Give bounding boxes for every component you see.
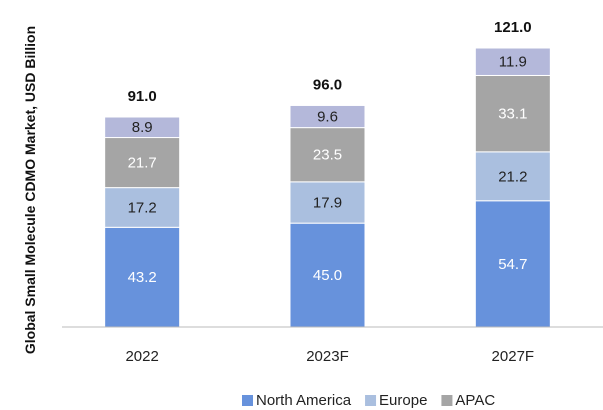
total-label: 121.0 <box>494 19 532 36</box>
legend-swatch <box>441 395 453 406</box>
data-label: 21.2 <box>498 168 527 185</box>
data-label: 45.0 <box>313 267 342 284</box>
data-label: 54.7 <box>498 256 527 273</box>
x-tick-label: 2023F <box>306 348 349 365</box>
bar-segment <box>289 104 366 129</box>
data-label: 9.6 <box>317 109 338 126</box>
y-axis-label: Global Small Molecule CDMO Market, USD B… <box>22 25 38 355</box>
data-label: 17.9 <box>313 194 342 211</box>
bar-segment <box>474 200 551 328</box>
total-label: 91.0 <box>128 88 157 105</box>
legend-swatch <box>242 395 253 406</box>
data-label: 23.5 <box>313 147 342 164</box>
legend-label: APAC <box>455 392 495 409</box>
data-label: 8.9 <box>132 119 153 136</box>
bar-segment <box>289 222 366 328</box>
bar-segment <box>474 47 551 76</box>
total-label: 96.0 <box>313 76 342 93</box>
data-label: 11.9 <box>499 54 527 71</box>
bar-segment <box>104 187 181 228</box>
data-label: 17.2 <box>128 199 157 216</box>
data-label: 21.7 <box>128 155 157 172</box>
bar-segment <box>104 226 181 328</box>
data-label: 43.2 <box>128 269 157 286</box>
legend-label: Europe <box>379 392 427 409</box>
legend-swatch <box>365 395 377 406</box>
bar-segment <box>474 74 551 153</box>
bar-segment <box>474 151 551 202</box>
x-tick-label: 2022 <box>125 348 158 365</box>
bar-segment <box>104 116 181 139</box>
bar-segment <box>289 127 366 183</box>
legend-label: North America <box>256 392 352 409</box>
bar-segment <box>289 181 366 224</box>
data-label: 33.1 <box>498 106 527 123</box>
x-tick-label: 2027F <box>492 348 535 365</box>
